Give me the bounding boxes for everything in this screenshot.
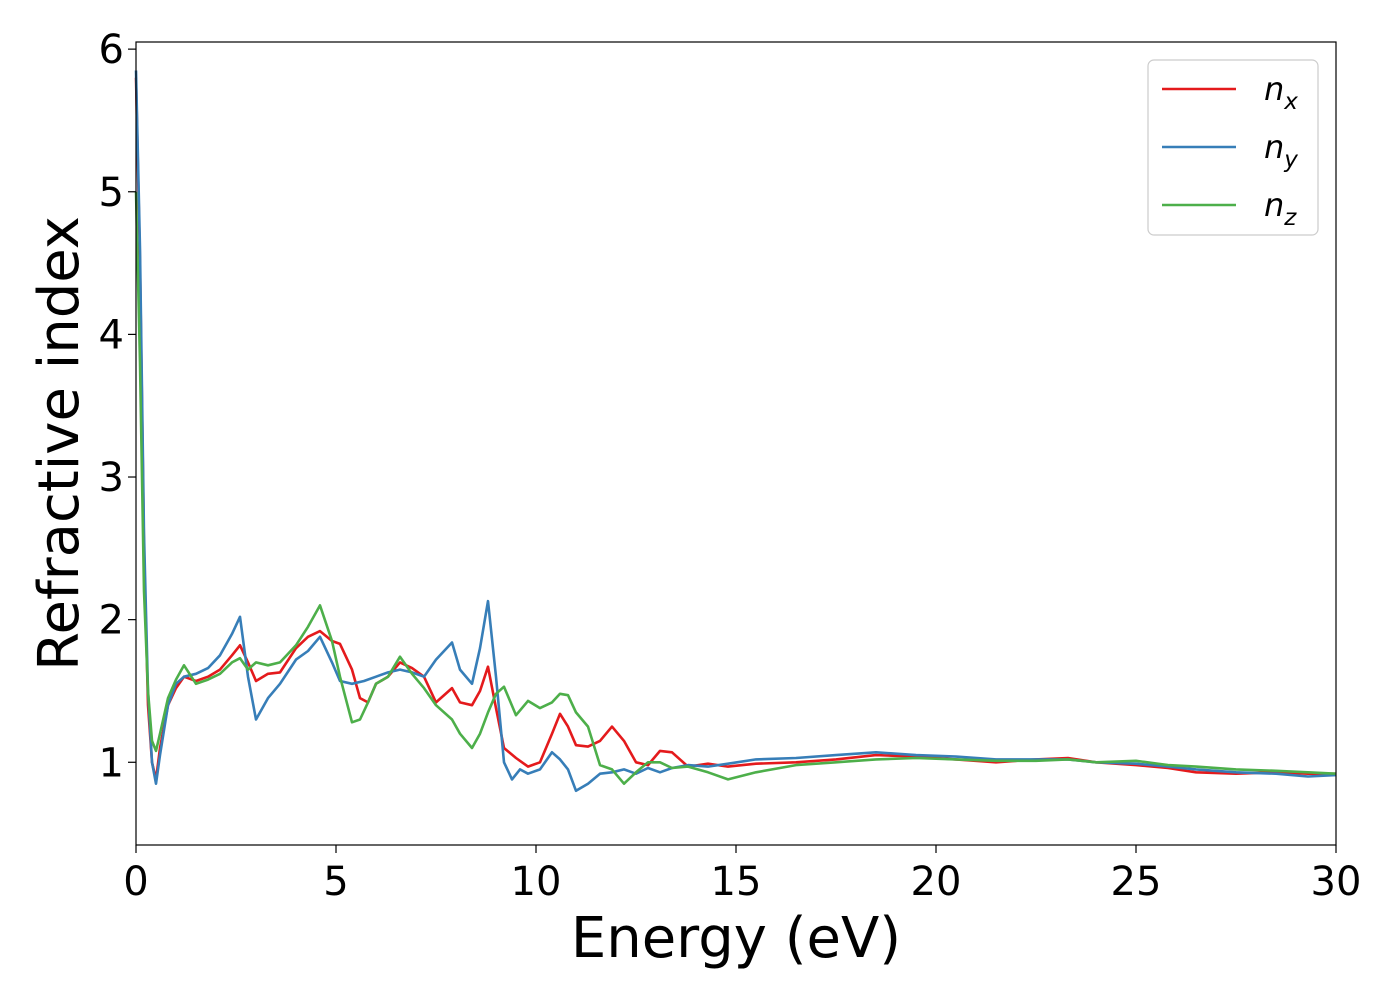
y-tick-label: 1: [99, 740, 124, 786]
y-tick-label: 4: [99, 312, 124, 358]
x-tick-label: 5: [323, 859, 348, 905]
x-tick-label: 30: [1311, 859, 1362, 905]
x-axis-title: Energy (eV): [571, 906, 901, 971]
legend-label-z: nz: [1264, 186, 1297, 231]
series-line-y: [134, 70, 1337, 793]
x-tick-label: 10: [511, 859, 562, 905]
y-tick-label: 3: [99, 455, 124, 501]
y-tick-label: 5: [99, 170, 124, 216]
legend-label-x: nx: [1264, 70, 1298, 115]
x-axis-ticks: 0 5 10 15 20 25 30: [123, 845, 1361, 905]
series-line-z: [134, 191, 1337, 785]
x-tick-label: 0: [123, 859, 148, 905]
x-tick-label: 20: [911, 859, 962, 905]
x-tick-label: 25: [1111, 859, 1162, 905]
x-tick-label: 15: [711, 859, 762, 905]
y-tick-label: 6: [99, 27, 124, 73]
y-tick-label: 2: [99, 598, 124, 644]
legend-label-y: ny: [1264, 128, 1298, 173]
series-layer: [134, 70, 1337, 793]
series-line-x: [134, 77, 1336, 781]
y-axis-ticks: 1 2 3 4 5 6: [99, 27, 136, 786]
y-axis-title: Refractive index: [27, 216, 92, 671]
legend: nx ny nz: [1147, 59, 1319, 236]
